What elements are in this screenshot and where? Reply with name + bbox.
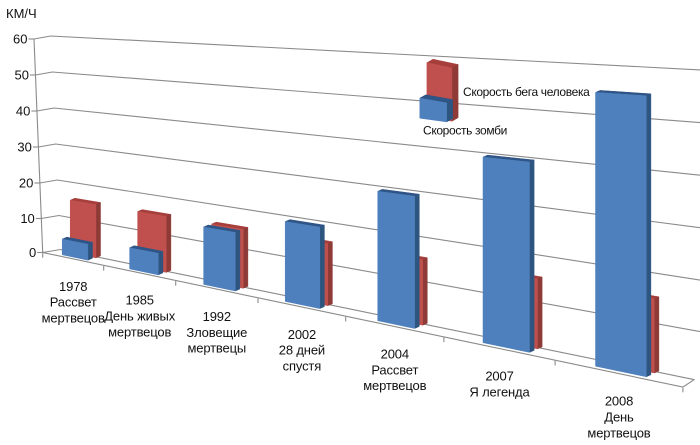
svg-text:1978: 1978 xyxy=(59,279,87,294)
svg-text:мертвецов: мертвецов xyxy=(42,311,105,326)
svg-text:20: 20 xyxy=(19,175,33,190)
svg-text:мертвецов: мертвецов xyxy=(587,425,650,440)
svg-text:28 дней: 28 дней xyxy=(279,343,325,358)
svg-text:30: 30 xyxy=(17,139,31,154)
svg-text:1985: 1985 xyxy=(126,293,154,308)
svg-text:Рассвет: Рассвет xyxy=(371,362,418,377)
svg-text:2007: 2007 xyxy=(485,368,513,383)
svg-text:40: 40 xyxy=(16,103,30,118)
svg-text:2004: 2004 xyxy=(381,346,409,361)
svg-text:Скорость зомби: Скорость зомби xyxy=(423,123,507,137)
svg-text:0: 0 xyxy=(29,245,36,260)
svg-text:Скорость бега человека: Скорость бега человека xyxy=(463,85,590,99)
svg-text:КМ/Ч: КМ/Ч xyxy=(6,6,37,21)
svg-text:Я легенда: Я легенда xyxy=(469,384,530,399)
svg-text:День живых: День живых xyxy=(104,309,175,324)
svg-text:День: День xyxy=(604,409,634,424)
svg-text:2008: 2008 xyxy=(605,394,633,409)
svg-text:50: 50 xyxy=(15,67,29,82)
svg-text:мертвецов: мертвецов xyxy=(108,325,171,340)
svg-text:мертвецы: мертвецы xyxy=(187,341,246,356)
svg-text:мертвецов: мертвецов xyxy=(363,378,426,393)
svg-text:спустя: спустя xyxy=(283,359,322,374)
svg-text:Рассвет: Рассвет xyxy=(50,295,97,310)
svg-text:10: 10 xyxy=(20,211,34,226)
svg-text:60: 60 xyxy=(13,31,27,46)
svg-text:Зловещие: Зловещие xyxy=(186,325,247,340)
svg-text:2002: 2002 xyxy=(288,327,316,342)
svg-text:1992: 1992 xyxy=(203,309,231,324)
